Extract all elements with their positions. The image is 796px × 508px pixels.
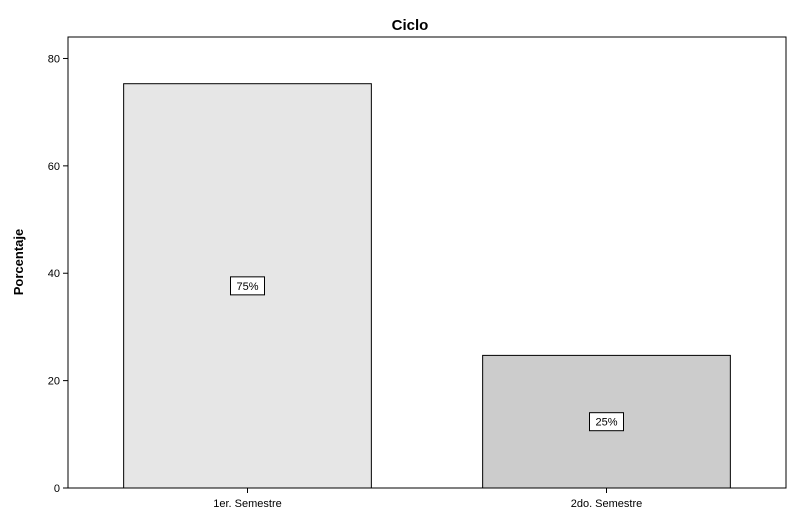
data-labels-layer: 75% 25%: [230, 276, 624, 432]
data-label-box: [230, 276, 265, 296]
y-tick-label: 80: [48, 53, 60, 65]
data-label: 75%: [236, 281, 258, 293]
data-label-box: [589, 412, 624, 432]
x-axis: 1er. Semestre 2do. Semestre: [213, 488, 642, 508]
bar: [123, 83, 372, 489]
y-tick-label: 60: [48, 161, 60, 173]
chart-title: Ciclo: [392, 17, 429, 34]
plot-frame: [67, 36, 787, 489]
x-tick-label: 2do. Semestre: [571, 498, 643, 508]
y-axis-label: Porcentaje: [11, 229, 26, 295]
y-tick-label: 20: [48, 376, 60, 388]
data-label: 25%: [595, 417, 617, 429]
bars-layer: [123, 83, 731, 489]
x-tick-label: 1er. Semestre: [213, 498, 281, 508]
y-axis: 0 20 40 60 80: [48, 53, 68, 495]
y-tick-label: 40: [48, 268, 60, 280]
y-tick-label: 0: [54, 483, 60, 495]
